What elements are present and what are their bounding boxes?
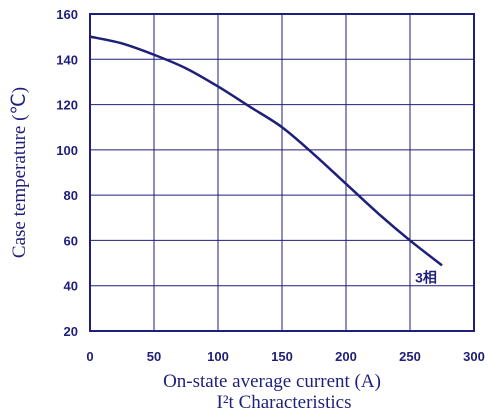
y-axis-title: Case temperature (℃) xyxy=(9,87,30,258)
x-tick-label: 0 xyxy=(86,349,93,364)
x-tick-label: 150 xyxy=(271,349,293,364)
y-tick-label: 100 xyxy=(56,143,78,158)
y-tick-label: 80 xyxy=(64,188,78,203)
x-tick-label: 50 xyxy=(147,349,161,364)
y-tick-label: 60 xyxy=(64,233,78,248)
x-tick-label: 300 xyxy=(463,349,485,364)
y-tick-label: 140 xyxy=(56,52,78,67)
y-tick-label: 160 xyxy=(56,7,78,22)
series-line xyxy=(89,35,443,267)
labels-layer: 0 50 100 150 200 250 300 20 40 60 80 100 120 140 160 3相… xyxy=(9,7,485,413)
x-tick-label: 200 xyxy=(335,349,357,364)
chart-caption: I²t Characteristics xyxy=(217,392,352,413)
series-layer xyxy=(89,35,443,267)
y-tick-label: 120 xyxy=(56,98,78,113)
y-tick-label: 40 xyxy=(64,279,78,294)
x-tick-label: 100 xyxy=(207,349,229,364)
grid-layer xyxy=(89,13,475,332)
series-label: 3相 xyxy=(415,269,437,285)
y-tick-label: 20 xyxy=(64,324,78,339)
x-axis-title: On-state average current (A) xyxy=(163,371,381,392)
x-tick-label: 250 xyxy=(399,349,421,364)
